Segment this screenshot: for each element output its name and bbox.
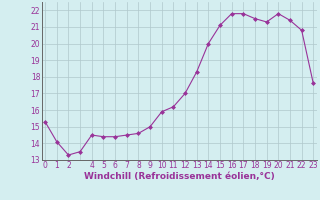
X-axis label: Windchill (Refroidissement éolien,°C): Windchill (Refroidissement éolien,°C) [84, 172, 275, 181]
